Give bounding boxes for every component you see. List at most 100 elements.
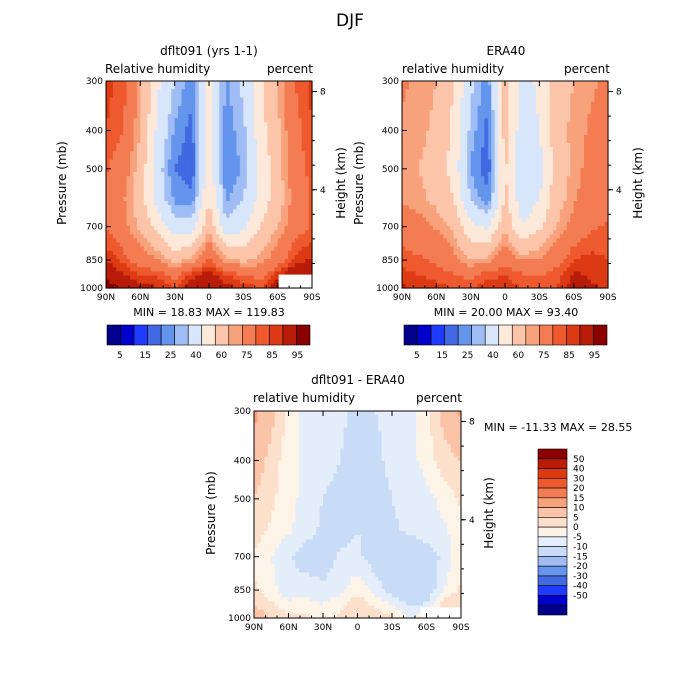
field-cell — [106, 250, 111, 256]
field-cell — [270, 238, 275, 244]
field-cell — [188, 279, 193, 285]
field-cell — [408, 134, 413, 140]
field-cell — [133, 246, 138, 252]
field-cell — [498, 205, 503, 210]
field-cell — [205, 126, 210, 132]
field-cell — [178, 138, 183, 144]
field-cell — [263, 238, 268, 244]
field-cell — [253, 143, 258, 148]
field-cell — [412, 209, 417, 215]
field-cell — [511, 93, 516, 99]
field-cell — [439, 114, 444, 119]
field-cell — [556, 138, 561, 144]
field-cell — [446, 167, 451, 173]
field-cell — [260, 238, 265, 244]
field-cell — [532, 81, 537, 86]
field-cell — [308, 205, 313, 210]
field-cell — [126, 176, 131, 181]
field-cell — [215, 155, 220, 161]
field-cell — [171, 250, 176, 256]
field-cell — [294, 201, 299, 206]
field-cell — [436, 184, 441, 190]
field-cell — [233, 176, 238, 181]
field-cell — [491, 184, 496, 190]
field-cell — [243, 225, 248, 231]
field-cell — [604, 167, 609, 173]
field-cell — [412, 167, 417, 173]
field-cell — [474, 180, 479, 186]
field-cell — [566, 93, 571, 99]
field-cell — [181, 267, 186, 273]
field-cell — [164, 242, 169, 248]
field-cell — [491, 155, 496, 161]
field-cell — [239, 242, 244, 248]
field-cell — [518, 85, 523, 90]
field-cell — [136, 263, 141, 268]
field-cell — [298, 176, 303, 181]
field-cell — [215, 192, 220, 198]
field-cell — [439, 172, 444, 177]
field-cell — [501, 118, 506, 123]
field-cell — [250, 147, 255, 152]
field-cell — [549, 97, 554, 103]
field-cell — [549, 192, 554, 198]
field-cell — [215, 230, 220, 235]
field-cell — [573, 201, 578, 206]
field-cell — [511, 167, 516, 173]
field-cell — [106, 155, 111, 161]
field-cell — [456, 101, 461, 107]
field-cell — [236, 267, 241, 273]
field-cell — [402, 192, 407, 198]
field-cell — [508, 85, 513, 90]
field-cell — [467, 114, 472, 119]
field-cell — [491, 196, 496, 202]
field-cell — [188, 172, 193, 177]
field-cell — [202, 109, 207, 115]
field-cell — [522, 89, 527, 95]
field-cell — [171, 230, 176, 235]
field-cell — [294, 230, 299, 235]
field-cell — [484, 93, 489, 99]
field-cell — [130, 201, 135, 206]
field-cell — [140, 130, 145, 136]
field-cell — [188, 167, 193, 173]
field-cell — [246, 97, 251, 103]
field-cell — [583, 130, 588, 136]
field-cell — [426, 147, 431, 152]
field-cell — [157, 184, 162, 190]
field-cell — [274, 254, 279, 260]
field-cell — [112, 188, 117, 194]
field-cell — [171, 263, 176, 268]
field-cell — [577, 163, 582, 169]
field-cell — [267, 205, 272, 210]
field-cell — [291, 250, 296, 256]
field-cell — [405, 114, 410, 119]
field-cell — [566, 101, 571, 107]
field-cell — [191, 259, 196, 264]
field-cell — [119, 213, 124, 219]
field-cell — [195, 201, 200, 206]
field-cell — [518, 93, 523, 99]
field-cell — [112, 159, 117, 165]
field-cell — [505, 105, 510, 111]
field-cell — [559, 196, 564, 202]
field-cell — [160, 176, 165, 181]
field-cell — [195, 242, 200, 248]
field-cell — [250, 134, 255, 140]
field-cell — [553, 201, 558, 206]
field-cell — [501, 201, 506, 206]
field-cell — [553, 89, 558, 95]
field-cell — [202, 242, 207, 248]
field-cell — [178, 172, 183, 177]
field-cell — [212, 259, 217, 264]
field-cell — [198, 254, 203, 260]
field-cell — [436, 101, 441, 107]
field-cell — [415, 155, 420, 161]
field-cell — [580, 130, 585, 136]
field-cell — [136, 138, 141, 144]
field-cell — [250, 213, 255, 219]
field-cell — [463, 147, 468, 152]
field-cell — [270, 213, 275, 219]
field-cell — [487, 188, 492, 194]
field-cell — [202, 101, 207, 107]
